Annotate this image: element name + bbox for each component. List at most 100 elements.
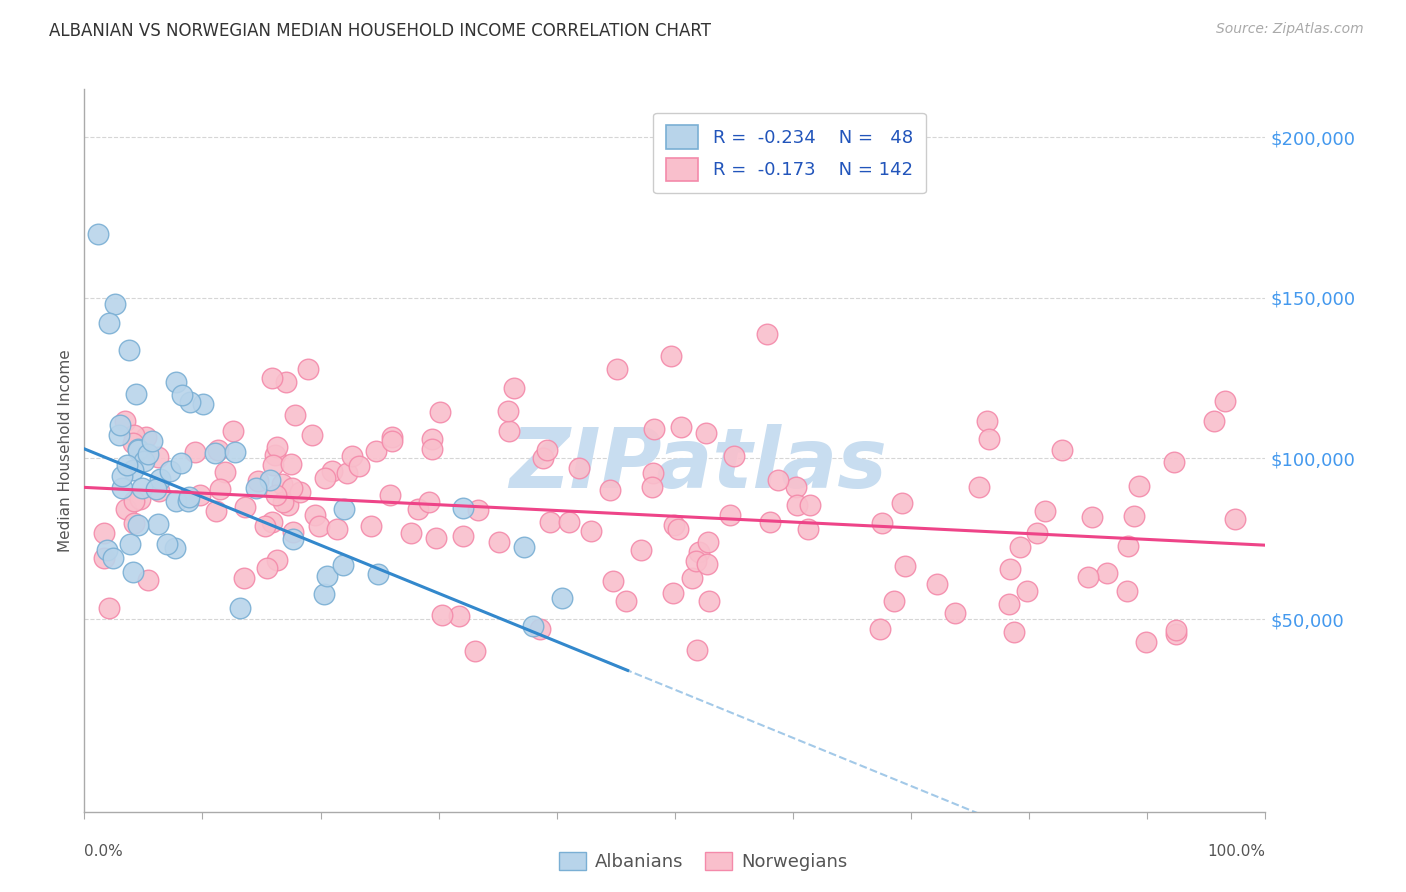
Point [277,498,299,512]
Point [122,463,145,477]
Point [550,591,572,606]
Point [264,449,287,463]
Point [149,472,172,486]
Point [204,446,226,460]
Point [1122,508,1144,523]
Legend: R =  -0.234    N =   48, R =  -0.173    N = 142: R = -0.234 N = 48, R = -0.173 N = 142 [654,112,925,194]
Point [945,607,967,621]
Point [108,427,131,442]
Point [766,473,789,487]
Point [342,449,364,463]
Point [136,573,159,587]
Point [1213,393,1236,408]
Point [488,535,510,549]
Point [1010,540,1032,554]
Point [503,381,526,395]
Text: 100.0%: 100.0% [1208,844,1265,859]
Point [207,442,229,457]
Point [969,480,991,494]
Point [145,482,167,496]
Point [347,458,370,473]
Point [1002,624,1025,639]
Point [118,537,141,551]
Point [125,387,148,401]
Point [177,491,200,505]
Point [214,465,236,479]
Point [378,488,401,502]
Point [1118,540,1140,554]
Point [367,566,389,581]
Point [132,454,155,468]
Point [870,516,893,530]
Point [170,388,193,402]
Point [170,456,193,470]
Point [191,397,214,411]
Y-axis label: Median Household Income: Median Household Income [58,349,73,552]
Point [429,405,451,419]
Point [381,434,404,449]
Point [104,297,127,311]
Point [103,551,125,566]
Point [759,515,782,529]
Point [131,481,153,495]
Point [797,522,820,536]
Point [274,376,297,390]
Point [464,644,486,658]
Point [308,518,330,533]
Point [695,425,717,440]
Point [1223,512,1246,526]
Point [97,316,120,330]
Point [418,495,440,509]
Point [165,494,187,508]
Point [1166,627,1188,641]
Point [301,428,323,442]
Point [599,483,621,497]
Point [1116,583,1139,598]
Point [127,443,149,458]
Point [451,529,474,543]
Point [115,502,138,516]
Point [686,643,709,657]
Point [666,522,689,536]
Point [224,445,246,459]
Point [271,477,294,491]
Legend: Albanians, Norwegians: Albanians, Norwegians [551,845,855,879]
Point [432,608,454,623]
Point [266,441,288,455]
Point [718,508,741,522]
Point [177,494,200,508]
Point [420,442,443,456]
Point [114,414,136,428]
Point [1166,623,1188,637]
Point [127,442,149,456]
Text: ZIPatlas: ZIPatlas [509,425,887,506]
Point [360,518,382,533]
Point [146,450,169,465]
Point [1033,504,1056,518]
Point [998,562,1021,576]
Point [297,361,319,376]
Point [93,551,115,566]
Point [117,458,139,473]
Point [136,447,159,461]
Point [122,427,145,442]
Point [312,586,335,600]
Point [204,504,226,518]
Point [681,571,703,585]
Point [630,543,652,558]
Point [538,515,561,529]
Point [606,361,628,376]
Point [127,518,149,533]
Point [696,534,718,549]
Point [422,432,444,446]
Point [184,444,207,458]
Point [894,559,917,574]
Point [87,227,110,241]
Point [280,481,302,495]
Point [141,434,163,448]
Point [314,471,336,485]
Point [262,371,284,385]
Point [259,473,281,487]
Point [290,485,312,500]
Point [96,543,118,558]
